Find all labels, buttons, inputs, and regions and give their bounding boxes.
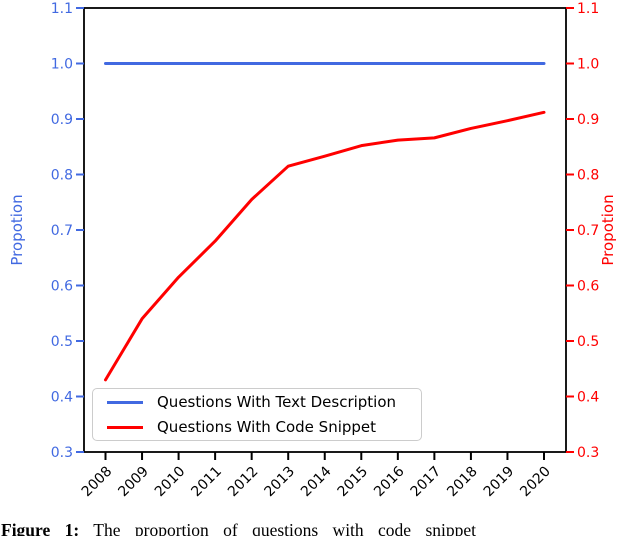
y-tick-label: 1.1: [577, 1, 599, 17]
x-tick-label: 2008: [79, 464, 116, 501]
y-axis-right: 1.1 1.0 0.9 0.8 0.7 0.6 0.5 0.4 0.3 Propotion: [566, 1, 617, 461]
x-tick-label: 2009: [115, 464, 152, 501]
x-tick-label: 2019: [481, 464, 518, 501]
figure-caption-label: Figure 1:: [1, 520, 80, 536]
y-tick-label: 0.8: [577, 168, 599, 184]
y-tick-label: 0.8: [51, 168, 73, 184]
figure-caption-text: The proportion of questions with code sn…: [93, 520, 477, 536]
x-tick-label: 2010: [152, 464, 189, 501]
y-tick-label: 0.3: [51, 445, 73, 461]
y-axis-left: 1.1 1.0 0.9 0.8 0.7 0.6 0.5 0.4 0.3 Propotion: [8, 1, 84, 461]
legend-item-text-description: Questions With Text Description: [101, 393, 413, 411]
x-axis: 2008 2009 2010 2011 2012 2013 2014 2015 2016 2017…: [79, 452, 554, 500]
y-axis-label-left: Propotion: [8, 194, 26, 265]
x-tick-label: 2018: [444, 464, 481, 501]
x-tick-label: 2014: [298, 463, 335, 500]
y-tick-label: 0.4: [51, 390, 73, 406]
plot-border: [83, 7, 567, 453]
y-tick-label: 0.6: [51, 279, 73, 295]
y-tick-label: 0.5: [51, 334, 73, 350]
legend-label: Questions With Code Snippet: [157, 418, 377, 436]
y-tick-label: 0.9: [577, 112, 599, 128]
legend-item-code-snippet: Questions With Code Snippet: [101, 418, 413, 436]
y-tick-label: 0.5: [577, 334, 599, 350]
y-tick-label: 0.7: [577, 223, 599, 239]
x-tick-label: 2020: [517, 464, 554, 501]
y-tick-label: 0.6: [577, 279, 599, 295]
x-tick-label: 2013: [262, 464, 299, 501]
legend-label: Questions With Text Description: [157, 393, 397, 411]
series-line-1: [104, 110, 546, 382]
y-tick-label: 0.3: [577, 445, 599, 461]
figure-caption: Figure 1: The proportion of questions wi…: [1, 519, 627, 536]
x-tick-label: 2017: [408, 464, 445, 501]
y-tick-label: 0.9: [51, 112, 73, 128]
y-tick-label: 1.0: [577, 57, 599, 73]
x-tick-label: 2011: [188, 464, 225, 501]
y-tick-label: 1.1: [51, 1, 73, 17]
y-tick-label: 0.4: [577, 390, 599, 406]
line-chart: 2008 2009 2010 2011 2012 2013 2014 2015 2016 2017…: [8, 1, 617, 500]
chart-canvas: 2008 2009 2010 2011 2012 2013 2014 2015 2016 2017…: [8, 1, 617, 500]
x-tick-label: 2015: [335, 464, 372, 501]
x-tick-label: 2016: [371, 463, 408, 500]
legend-line-swatch-blue: [107, 400, 143, 404]
chart-legend: Questions With Text Description Question…: [92, 388, 422, 441]
y-axis-label-right: Propotion: [599, 194, 617, 265]
legend-line-swatch-red: [107, 425, 143, 429]
y-tick-label: 0.7: [51, 223, 73, 239]
y-tick-label: 1.0: [51, 57, 73, 73]
x-tick-label: 2012: [225, 464, 262, 501]
